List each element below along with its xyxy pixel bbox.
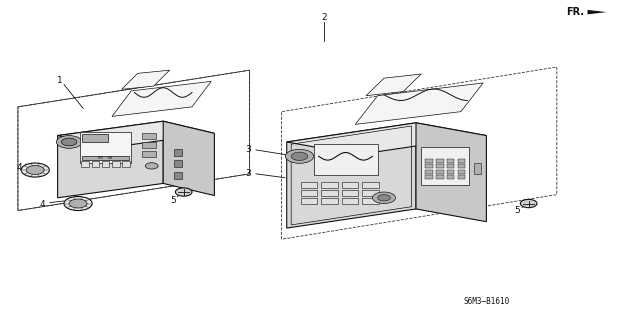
Text: 00  00: 00 00 [99, 156, 113, 160]
Bar [436, 159, 444, 163]
Text: S6M3–B1610: S6M3–B1610 [463, 297, 509, 306]
Bar [425, 159, 433, 163]
Bar [447, 170, 454, 174]
Bar [301, 182, 317, 188]
Bar [425, 170, 433, 174]
Polygon shape [366, 74, 421, 96]
Bar [321, 182, 338, 188]
Bar [436, 164, 444, 168]
Polygon shape [122, 70, 170, 89]
Bar [102, 161, 109, 167]
Bar [425, 175, 433, 179]
Bar [301, 198, 317, 204]
Bar [447, 159, 454, 163]
Bar [436, 175, 444, 179]
Bar [80, 132, 131, 163]
Bar [474, 163, 481, 174]
Circle shape [291, 152, 308, 160]
Polygon shape [287, 123, 486, 155]
Circle shape [145, 163, 158, 169]
Polygon shape [355, 83, 483, 124]
Bar [174, 149, 182, 156]
Bar [314, 144, 378, 175]
Circle shape [520, 199, 537, 208]
Bar [425, 164, 433, 168]
Text: 5: 5 [515, 206, 520, 215]
Bar [142, 133, 156, 139]
Circle shape [61, 138, 77, 146]
Circle shape [69, 199, 87, 208]
Bar [92, 161, 99, 167]
Circle shape [26, 166, 44, 174]
Bar [112, 161, 120, 167]
Circle shape [175, 188, 192, 196]
Text: 3: 3 [246, 169, 251, 178]
Circle shape [56, 136, 82, 148]
Bar [362, 190, 379, 196]
Bar [362, 198, 379, 204]
Circle shape [285, 149, 314, 163]
Bar [142, 151, 156, 157]
Bar [421, 147, 469, 185]
Bar [436, 170, 444, 174]
Polygon shape [58, 121, 163, 198]
Bar [342, 198, 358, 204]
Bar [458, 170, 465, 174]
Bar [458, 159, 465, 163]
Bar [174, 160, 182, 167]
Bar [82, 156, 129, 160]
Bar [174, 172, 182, 179]
Bar [82, 134, 108, 142]
Bar [142, 142, 156, 148]
Polygon shape [163, 121, 214, 196]
Bar [321, 190, 338, 196]
Circle shape [372, 192, 396, 204]
Polygon shape [588, 10, 607, 14]
Polygon shape [287, 123, 416, 228]
Bar [122, 161, 130, 167]
Circle shape [64, 197, 92, 211]
Bar [342, 190, 358, 196]
Bar [301, 190, 317, 196]
Bar [458, 175, 465, 179]
Text: 2: 2 [322, 13, 327, 22]
Polygon shape [416, 123, 486, 222]
Text: FR.: FR. [566, 7, 584, 17]
Bar [447, 175, 454, 179]
Bar [342, 182, 358, 188]
Text: 5: 5 [170, 196, 175, 205]
Bar [321, 198, 338, 204]
Text: 4: 4 [40, 200, 45, 209]
Bar [81, 161, 89, 167]
Polygon shape [112, 81, 211, 116]
Polygon shape [58, 121, 214, 148]
Text: 3: 3 [246, 145, 251, 154]
Text: 1: 1 [57, 76, 62, 85]
Circle shape [21, 163, 49, 177]
Bar [447, 164, 454, 168]
Bar [458, 164, 465, 168]
Text: 4: 4 [17, 163, 22, 172]
Circle shape [378, 195, 390, 201]
Bar [362, 182, 379, 188]
